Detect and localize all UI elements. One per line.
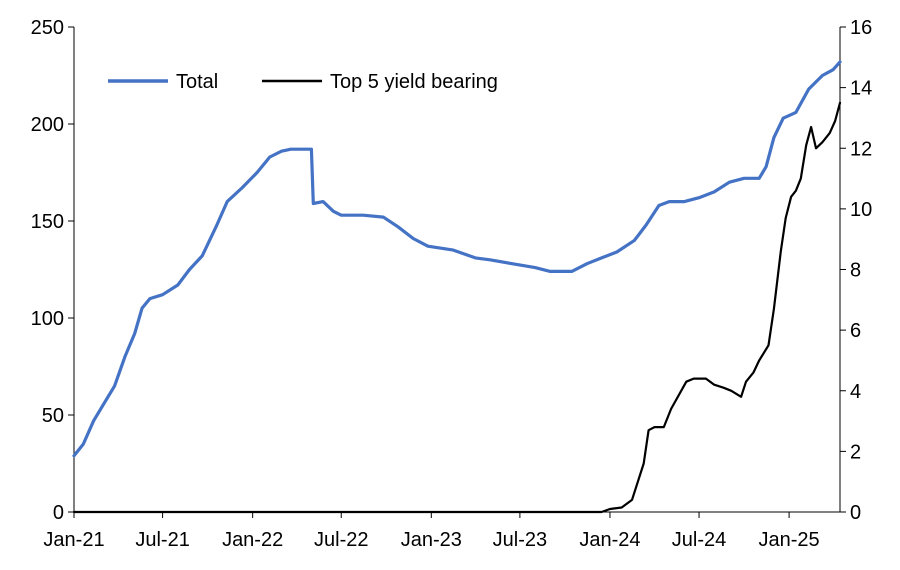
left-y-axis: 0 50 100 150 200 250	[31, 17, 75, 524]
right-tick-label: 4	[850, 381, 861, 403]
x-tick-label: Jul-23	[493, 529, 547, 551]
right-tick-label: 0	[850, 502, 861, 524]
left-tick-label: 200	[31, 114, 64, 136]
right-tick-label: 2	[850, 441, 861, 463]
x-axis: Jan-21 Jul-21 Jan-22 Jul-22 Jan-23 Jul-23 Jan-…	[43, 511, 840, 551]
x-tick-label: Jul-24	[672, 529, 726, 551]
x-tick-label: Jul-21	[135, 529, 189, 551]
x-tick-label: Jul-22	[314, 529, 368, 551]
legend-label: Top 5 yield bearing	[330, 71, 498, 93]
right-y-axis: 0 2 4 6 8 10 12 14 16	[839, 17, 872, 524]
x-tick-label: Jan-21	[43, 529, 104, 551]
left-tick-label: 50	[42, 405, 64, 427]
legend: Total Top 5 yield bearing	[108, 71, 498, 93]
left-tick-label: 250	[31, 17, 64, 39]
left-tick-label: 0	[53, 502, 64, 524]
right-tick-label: 8	[850, 260, 861, 282]
left-tick-label: 150	[31, 211, 64, 233]
x-tick-label: Jan-24	[579, 529, 640, 551]
series-line-top5-yield-bearing	[72, 101, 842, 514]
series-line-total	[72, 60, 842, 458]
right-tick-label: 14	[850, 78, 872, 100]
right-tick-label: 12	[850, 138, 872, 160]
right-tick-label: 6	[850, 320, 861, 342]
x-tick-label: Jan-22	[222, 529, 283, 551]
x-tick-label: Jan-25	[759, 529, 820, 551]
legend-label: Total	[176, 71, 218, 93]
right-tick-label: 10	[850, 199, 872, 221]
left-tick-label: 100	[31, 308, 64, 330]
series-layer	[72, 60, 842, 514]
right-tick-label: 16	[850, 17, 872, 39]
x-tick-label: Jan-23	[401, 529, 462, 551]
